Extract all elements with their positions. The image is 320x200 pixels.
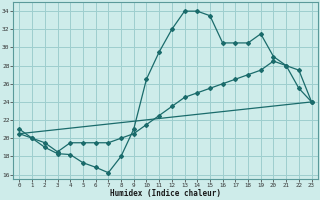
X-axis label: Humidex (Indice chaleur): Humidex (Indice chaleur) <box>110 189 221 198</box>
